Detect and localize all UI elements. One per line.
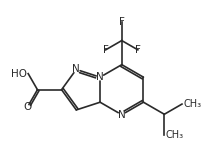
Text: N: N [73,64,80,74]
Text: N: N [96,72,104,82]
Text: F: F [135,45,141,55]
Text: N: N [118,110,126,120]
Text: O: O [23,102,31,112]
Text: F: F [103,45,109,55]
Text: CH₃: CH₃ [166,130,184,140]
Text: CH₃: CH₃ [183,99,202,109]
Text: F: F [119,17,125,27]
Text: HO: HO [11,69,27,79]
